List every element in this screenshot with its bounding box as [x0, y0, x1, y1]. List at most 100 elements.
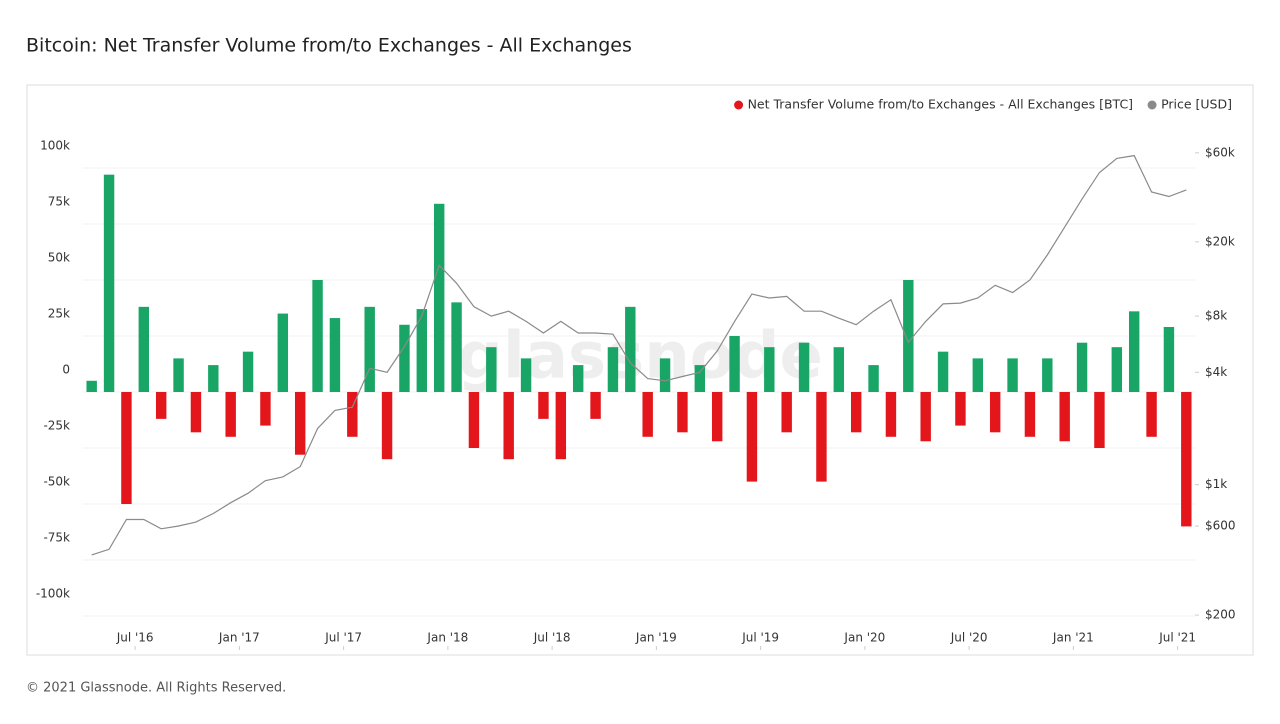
bar: [903, 279, 914, 392]
footer: © 2021 Glassnode. All Rights Reserved.: [26, 681, 286, 696]
bar: [468, 391, 480, 448]
bar: [242, 351, 254, 392]
bar: [294, 391, 306, 455]
bar: [1111, 347, 1123, 392]
bar: [329, 318, 341, 392]
bar: [746, 391, 758, 482]
bar: [659, 358, 671, 392]
legend-swatch: [734, 100, 744, 110]
x-tick-label: Jul '17: [324, 631, 362, 645]
y2-tick-label: $600: [1205, 519, 1236, 533]
bar: [1163, 327, 1175, 392]
x-tick-label: Jul '21: [1158, 631, 1196, 645]
bar: [833, 347, 845, 392]
bar: [520, 358, 532, 392]
bar: [1007, 358, 1018, 392]
bar: [138, 306, 150, 392]
y2-tick-label: $4k: [1205, 365, 1227, 379]
bar: [642, 391, 653, 437]
bar: [572, 365, 584, 392]
bar: [1181, 391, 1192, 527]
bar: [103, 174, 115, 392]
bar: [208, 365, 219, 392]
bar: [399, 324, 410, 392]
bar: [451, 302, 462, 392]
bar: [816, 391, 827, 482]
chart-title: Bitcoin: Net Transfer Volume from/to Exc…: [26, 35, 632, 57]
x-tick-label: Jan '20: [843, 631, 885, 645]
price-line: [91, 154, 1187, 556]
bar: [955, 391, 966, 426]
bar: [312, 279, 323, 392]
y-tick-label: 50k: [48, 250, 70, 264]
bar: [347, 391, 358, 437]
bar: [764, 347, 775, 392]
y2-tick-label: $60k: [1205, 145, 1235, 159]
bar: [729, 335, 740, 392]
bar: [711, 391, 723, 442]
x-tick-label: Jul '16: [116, 631, 154, 645]
bar: [1059, 391, 1070, 442]
watermark: glassnode: [457, 320, 823, 394]
y2-tick-label: $200: [1205, 608, 1236, 622]
legend-label: Net Transfer Volume from/to Exchanges - …: [748, 97, 1133, 112]
x-tick-label: Jan '19: [635, 631, 677, 645]
bar: [503, 391, 514, 460]
bar: [433, 203, 445, 392]
bar: [173, 358, 184, 392]
bar: [868, 365, 879, 392]
bar: [260, 391, 271, 426]
bar: [972, 358, 984, 392]
y-tick-label: -100k: [36, 587, 70, 601]
bar: [885, 391, 897, 437]
bar: [1146, 391, 1157, 437]
bar: [920, 391, 931, 442]
y-tick-label: -75k: [43, 531, 70, 545]
bar: [989, 391, 1001, 433]
bar: [364, 306, 375, 392]
bar: [625, 306, 636, 392]
x-tick-label: Jul '20: [950, 631, 988, 645]
bar: [677, 391, 688, 433]
y-tick-label: 25k: [48, 306, 70, 320]
y-tick-label: 75k: [48, 194, 70, 208]
bar: [538, 391, 549, 419]
bar: [937, 351, 949, 392]
bar: [1128, 311, 1140, 392]
bar: [277, 313, 289, 392]
y2-tick-label: $20k: [1205, 234, 1235, 248]
x-tick-label: Jan '21: [1052, 631, 1094, 645]
y2-tick-label: $8k: [1205, 309, 1227, 323]
bar: [486, 347, 497, 392]
y-tick-label: 100k: [40, 138, 70, 152]
x-tick-label: Jul '19: [741, 631, 779, 645]
x-tick-label: Jan '17: [218, 631, 260, 645]
bar: [86, 380, 97, 392]
bar: [381, 391, 393, 460]
legend-swatch: [1147, 100, 1157, 110]
x-tick-label: Jul '18: [533, 631, 571, 645]
bar: [850, 391, 862, 433]
bar: [1076, 342, 1088, 392]
bar: [1042, 358, 1053, 392]
x-tick-label: Jan '18: [426, 631, 468, 645]
bar: [121, 391, 132, 505]
legend-label: Price [USD]: [1161, 97, 1232, 112]
chart-frame: [26, 84, 1254, 656]
bar: [416, 309, 428, 392]
bar: [1024, 391, 1036, 437]
bar: [781, 391, 792, 433]
bar: [190, 391, 202, 433]
y-tick-label: 0: [62, 362, 70, 376]
bar: [1094, 391, 1105, 448]
y-tick-label: -50k: [43, 475, 70, 489]
y2-tick-label: $1k: [1205, 477, 1227, 491]
bar: [555, 391, 567, 460]
bar: [590, 391, 601, 419]
bar: [607, 347, 619, 392]
bar: [798, 342, 810, 392]
bar: [694, 365, 706, 392]
bar: [155, 391, 167, 419]
y-tick-label: -25k: [43, 418, 70, 432]
